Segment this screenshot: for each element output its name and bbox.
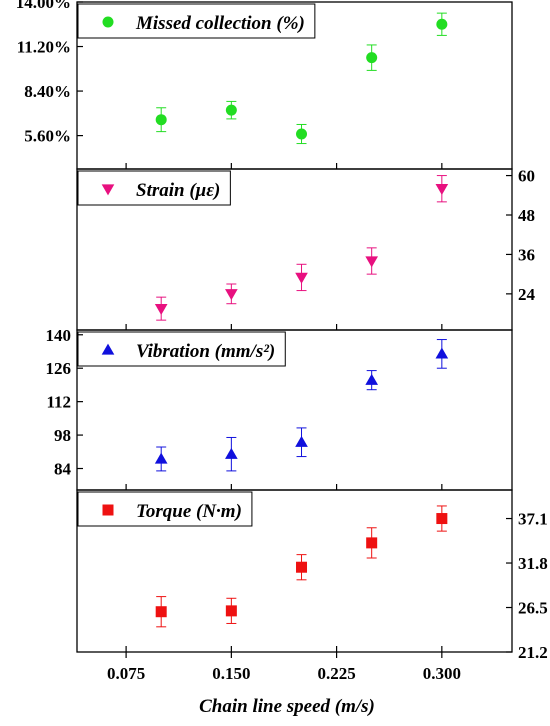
legend: Missed collection (%) — [77, 3, 316, 39]
legend: Vibration (mm/s²) — [77, 331, 286, 367]
data-point — [295, 272, 308, 284]
legend-label: Torque (N·m) — [136, 501, 242, 522]
data-point — [435, 184, 449, 196]
y-tick-label: 24 — [518, 285, 536, 304]
y-tick-label: 26.5 — [518, 599, 548, 618]
y-tick-label: 126 — [46, 359, 72, 378]
data-point — [435, 347, 449, 359]
legend-marker — [102, 504, 114, 516]
panel-4: 21.2 26.5 31.8 37.1 Torque (N·m) — [76, 489, 548, 662]
legend-label: Vibration (mm/s²) — [136, 341, 275, 362]
data-point — [225, 289, 238, 301]
y-tick-label: 8.40% — [24, 82, 71, 101]
legend-marker — [101, 343, 115, 355]
data-point — [366, 52, 378, 64]
y-tick-label: 11.20% — [17, 38, 71, 57]
y-tick-label: 98 — [54, 426, 71, 445]
data-point — [155, 114, 167, 126]
data-point — [225, 447, 238, 459]
y-tick-label: 5.60% — [24, 127, 71, 146]
x-tick-label: 0.075 — [107, 664, 145, 683]
legend: Strain (με) — [77, 170, 231, 206]
data-point — [295, 435, 308, 447]
x-tick-label: 0.225 — [317, 664, 355, 683]
data-point — [365, 256, 379, 268]
y-tick-label: 48 — [518, 206, 535, 225]
data-point — [296, 128, 308, 140]
y-tick-label: 112 — [46, 393, 71, 412]
legend-frame — [77, 331, 286, 367]
legend-frame — [77, 170, 231, 206]
data-point — [154, 452, 168, 464]
y-tick-label: 21.2 — [518, 643, 548, 662]
x-tick-label: 0.300 — [423, 664, 461, 683]
data-point — [365, 373, 379, 385]
data-point — [225, 104, 237, 116]
y-tick-label: 84 — [54, 460, 72, 479]
data-point — [296, 561, 308, 573]
y-tick-label: 36 — [518, 245, 535, 264]
panel-3: 84 98 112 126 140 Vibration (mm/s²) — [46, 326, 513, 491]
data-point — [436, 18, 448, 30]
legend-frame — [77, 3, 316, 39]
x-axis: 0.075 0.150 0.225 0.300 — [107, 652, 461, 683]
panel-1: 5.60% 8.40% 11.20% 14.00% Missed collection … — [16, 0, 513, 170]
y-tick-label: 37.1 — [518, 510, 548, 529]
data-point — [436, 513, 448, 525]
legend-label: Strain (με) — [136, 180, 220, 201]
y-tick-label: 60 — [518, 167, 535, 186]
data-point — [366, 537, 378, 549]
y-tick-label: 14.00% — [16, 0, 71, 12]
x-axis-label: Chain line speed (m/s) — [199, 696, 375, 717]
x-tick-label: 0.150 — [212, 664, 250, 683]
y-tick-label: 31.8 — [518, 554, 548, 573]
data-point — [225, 605, 237, 617]
data-point — [154, 303, 168, 315]
legend: Torque (N·m) — [77, 491, 253, 527]
legend-marker — [102, 16, 114, 28]
legend-label: Missed collection (%) — [135, 13, 305, 34]
legend-marker — [101, 184, 115, 196]
y-tick-label: 140 — [46, 326, 72, 345]
panel-frame — [76, 489, 513, 653]
panels-layer: 5.60% 8.40% 11.20% 14.00% Missed collection … — [16, 0, 548, 662]
panel-2: 24 36 48 60 Strain (με) — [76, 167, 536, 331]
data-point — [155, 606, 167, 618]
legend-frame — [77, 491, 253, 527]
